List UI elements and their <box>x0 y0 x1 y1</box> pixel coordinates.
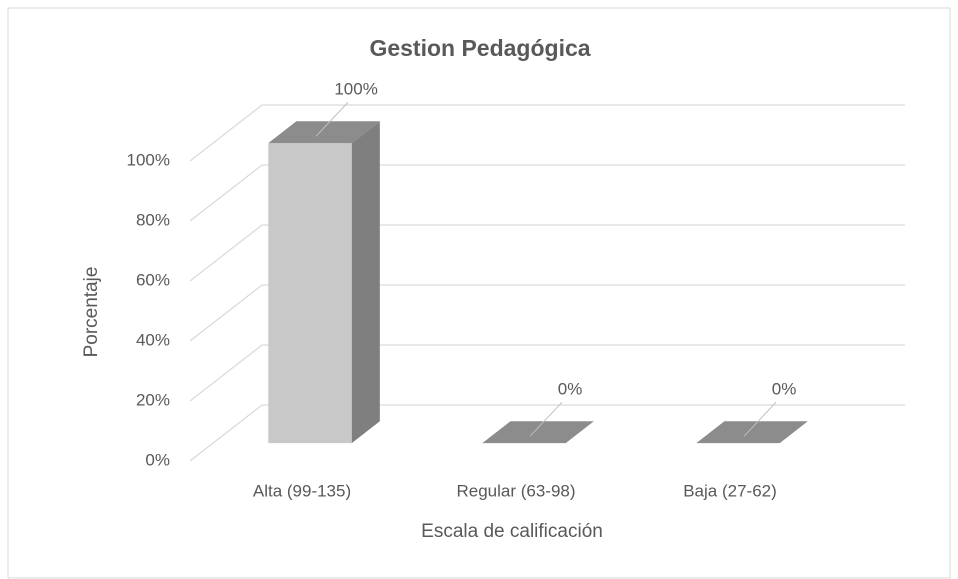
leader-line <box>315 101 349 137</box>
bar-top <box>482 421 594 444</box>
bar-top <box>696 421 808 444</box>
y-tick-label: 100% <box>127 150 170 169</box>
bar <box>482 421 594 444</box>
x-tick-label: Regular (63-98) <box>456 481 575 500</box>
data-label: 0% <box>558 380 583 399</box>
grid-line <box>189 404 905 462</box>
x-tick-label: Alta (99-135) <box>253 481 351 500</box>
y-tick-label: 20% <box>136 390 170 409</box>
chart-border <box>7 7 951 579</box>
grid-line <box>189 164 905 222</box>
bar-top <box>268 121 380 144</box>
x-axis-title: Escala de calificación <box>421 521 603 542</box>
x-tick-label: Baja (27-62) <box>683 481 777 500</box>
leader-line <box>743 401 777 437</box>
data-label: 100% <box>334 80 377 99</box>
bar <box>696 421 808 444</box>
y-tick-label: 0% <box>145 450 170 469</box>
y-tick-label: 80% <box>136 210 170 229</box>
bar <box>268 121 380 444</box>
grid-line <box>189 284 905 342</box>
bar-front <box>268 143 352 444</box>
y-tick-label: 40% <box>136 330 170 349</box>
data-label: 0% <box>772 380 797 399</box>
grid-line <box>189 344 905 402</box>
y-axis-title: Porcentaje <box>81 267 102 358</box>
y-tick-label: 60% <box>136 270 170 289</box>
grid-line <box>189 224 905 282</box>
bar-side <box>351 121 380 444</box>
grid-line <box>189 104 905 162</box>
leader-line <box>529 401 563 437</box>
chart-title: Gestion Pedagógica <box>369 35 590 61</box>
